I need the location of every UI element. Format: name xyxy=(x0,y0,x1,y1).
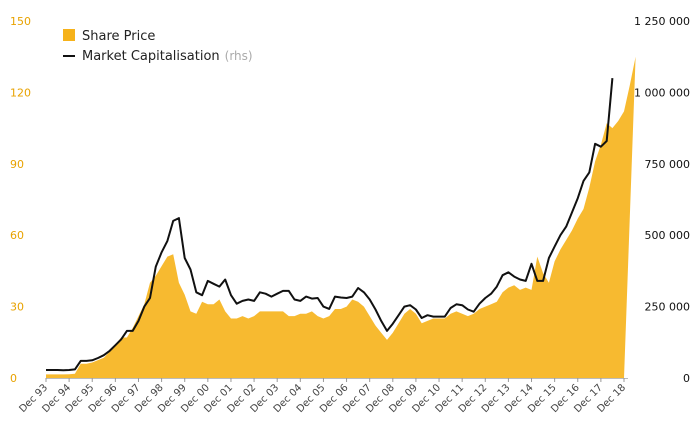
left-tick-label: 0 xyxy=(10,372,17,385)
legend: Share Price Market Capitalisation (rhs) xyxy=(63,29,253,64)
left-axis-ticks: 0 30 60 90 120 150 xyxy=(10,15,31,385)
legend-label-market-cap: Market Capitalisation (rhs) xyxy=(82,49,253,64)
left-tick-label: 30 xyxy=(10,301,24,314)
left-tick-label: 90 xyxy=(10,158,24,171)
legend-swatch-share-price xyxy=(63,29,75,41)
market-cap-line-layer xyxy=(46,78,614,372)
right-tick-label: 0 xyxy=(683,372,690,385)
left-tick-label: 120 xyxy=(10,86,31,99)
left-tick-label: 150 xyxy=(10,15,31,28)
right-tick-label: 1 000 000 xyxy=(634,86,690,99)
right-tick-label: 1 250 000 xyxy=(634,15,690,28)
right-tick-label: 500 000 xyxy=(645,229,691,242)
right-axis-ticks: 0 250 000 500 000 750 000 1 000 000 1 250 000 xyxy=(634,15,690,385)
legend-market-cap-name: Market Capitalisation xyxy=(82,49,220,64)
right-tick-label: 750 000 xyxy=(645,158,691,171)
market-cap-line xyxy=(46,78,614,372)
share-price-area xyxy=(46,56,636,378)
legend-label-share-price: Share Price xyxy=(82,29,155,44)
share-price-area-layer xyxy=(46,56,636,378)
right-tick-label: 250 000 xyxy=(645,301,691,314)
legend-market-cap-rhs-note: (rhs) xyxy=(225,49,253,63)
left-tick-label: 60 xyxy=(10,229,24,242)
